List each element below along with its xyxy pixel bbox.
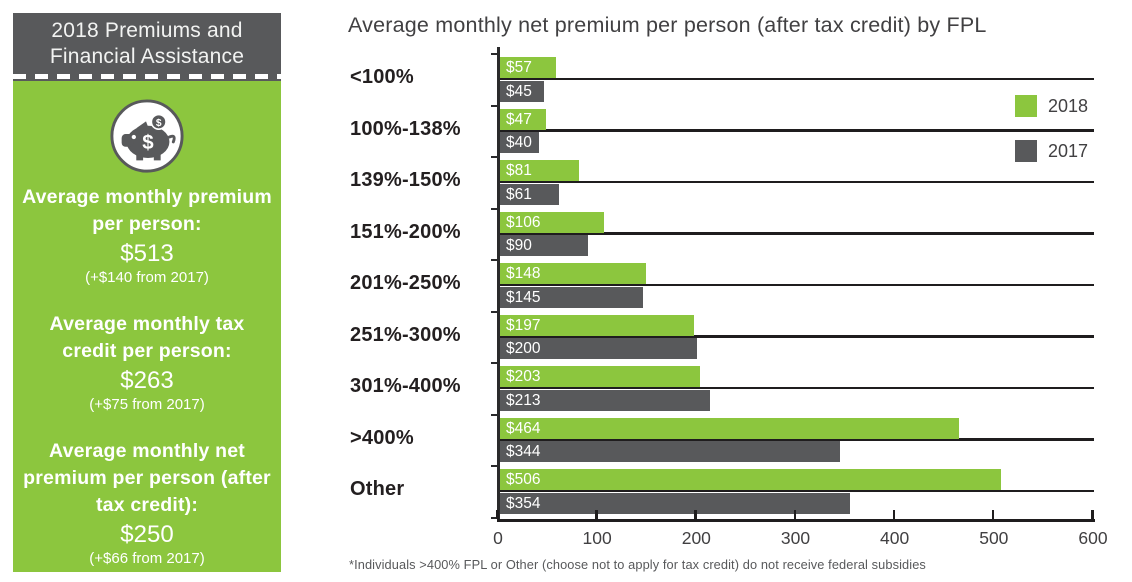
stat-premium-label: Average monthly premium per person:	[22, 186, 272, 235]
x-axis-tick-label: 600	[1078, 528, 1108, 548]
stat-tax-credit-label: Average monthly tax credit per person:	[49, 313, 245, 362]
y-axis-tick	[491, 53, 497, 56]
stat-tax-credit-change: (+$75 from 2017)	[89, 396, 205, 413]
svg-text:$: $	[142, 131, 154, 154]
category-label: 251%-300%	[350, 323, 461, 346]
y-axis-tick	[491, 207, 497, 210]
stat-premium-change: (+$140 from 2017)	[85, 269, 209, 286]
x-axis-tick-label: 500	[979, 528, 1009, 548]
legend-item-2017: 2017	[1015, 140, 1088, 162]
x-axis-tick	[496, 510, 499, 519]
x-axis-tick-label: 100	[582, 528, 612, 548]
stat-tax-credit-value: $263	[120, 367, 174, 394]
category-label: <100%	[350, 66, 414, 88]
x-axis-tick-label: 0	[493, 528, 503, 548]
category-gridline	[497, 489, 1094, 493]
category-label: >400%	[350, 426, 414, 449]
y-axis-tick	[491, 465, 497, 468]
x-axis-tick-label: 400	[880, 528, 910, 548]
category-label: 100%-138%	[350, 117, 461, 140]
category-gridline	[497, 77, 1094, 81]
legend-item-2018: 2018	[1015, 95, 1088, 117]
y-axis-tick	[491, 259, 497, 262]
chart-footnote: *Individuals >400% FPL or Other (choose …	[349, 557, 926, 572]
summary-panel-title: 2018 Premiums and Financial Assistance	[49, 19, 245, 68]
stat-net-premium: Average monthly net premium per person (…	[21, 438, 273, 568]
chart-title: Average monthly net premium per person (…	[348, 13, 987, 37]
bar-2017: $354	[499, 492, 850, 514]
legend-label: 2018	[1048, 95, 1089, 116]
x-axis-tick	[694, 510, 697, 519]
category-gridline	[497, 335, 1094, 338]
y-axis-tick	[491, 362, 497, 365]
stat-premium-value: $513	[120, 240, 174, 267]
bar-2017: $145	[499, 286, 643, 308]
bar-2017: $40	[499, 132, 539, 153]
category-label: Other	[350, 478, 405, 500]
y-axis-tick	[491, 413, 497, 416]
bar-2017: $200	[499, 338, 697, 359]
bar-2018: $197	[499, 314, 694, 336]
y-axis-tick	[491, 516, 497, 519]
legend-swatch-2018	[1015, 95, 1037, 117]
bar-2017: $90	[499, 235, 588, 256]
bar-2018: $81	[499, 160, 579, 181]
legend-swatch-2017	[1015, 140, 1037, 162]
stat-tax-credit: Average monthly tax credit per person: $…	[21, 311, 273, 414]
bar-2017: $45	[499, 80, 544, 102]
x-axis-tick	[892, 510, 896, 519]
dashed-divider	[13, 74, 281, 81]
stat-premium: Average monthly premium per person: $513…	[21, 184, 273, 287]
category-gridline	[497, 283, 1094, 287]
summary-panel-header: 2018 Premiums and Financial Assistance	[13, 13, 281, 74]
category-label: 201%-250%	[350, 272, 461, 294]
svg-text:$: $	[156, 118, 162, 129]
bar-chart: Average monthly net premium per person (…	[348, 0, 1132, 582]
summary-panel: 2018 Premiums and Financial Assistance $…	[13, 13, 281, 572]
bar-2018: $106	[499, 211, 604, 233]
category-label: 301%-400%	[350, 375, 461, 397]
bar-2018: $464	[499, 417, 959, 439]
bar-2017: $61	[499, 183, 559, 205]
x-axis-line	[497, 518, 1095, 522]
x-axis-tick	[793, 510, 796, 519]
bar-2017: $213	[499, 389, 710, 411]
x-axis-tick	[1091, 510, 1094, 519]
bar-2018: $148	[499, 263, 646, 284]
x-axis-tick	[991, 510, 995, 519]
category-label: 139%-150%	[350, 169, 461, 191]
legend-label: 2017	[1048, 140, 1089, 161]
category-gridline	[497, 129, 1094, 132]
piggy-bank-icon: $ $	[108, 97, 186, 175]
category-gridline	[497, 180, 1094, 184]
bar-2018: $47	[499, 108, 546, 130]
x-axis-tick-label: 300	[780, 528, 811, 548]
summary-panel-body: $ $ Average monthly premium per person: …	[13, 81, 281, 572]
y-axis-tick	[491, 310, 497, 313]
category-gridline	[497, 232, 1094, 235]
stat-net-premium-label: Average monthly net premium per person (…	[23, 440, 271, 516]
y-axis-line	[497, 47, 500, 521]
y-axis-tick	[491, 156, 497, 159]
stat-net-premium-value: $250	[120, 521, 174, 548]
bar-2018: $506	[499, 469, 1001, 490]
category-label: 151%-200%	[350, 220, 461, 243]
category-gridline	[497, 438, 1094, 441]
x-axis-tick-label: 200	[681, 528, 711, 548]
stat-net-premium-change: (+$66 from 2017)	[89, 550, 205, 567]
y-axis-tick	[491, 104, 497, 107]
bar-2017: $344	[499, 441, 840, 462]
bar-2018: $57	[499, 57, 556, 78]
category-gridline	[497, 386, 1094, 390]
bar-2018: $203	[499, 366, 700, 387]
x-axis-tick	[595, 510, 598, 519]
